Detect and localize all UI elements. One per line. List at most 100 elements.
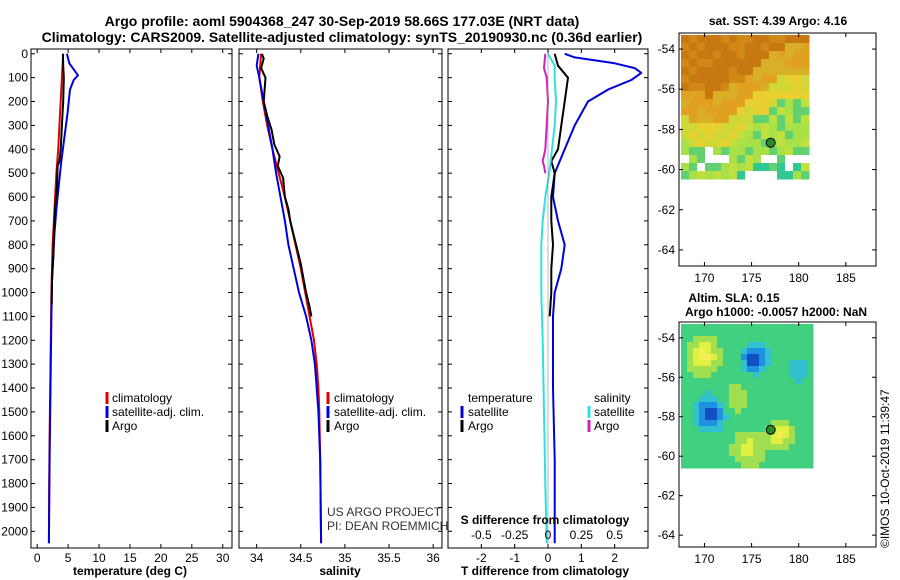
sst-cell: [705, 147, 714, 156]
sst-cell: [681, 139, 690, 148]
sla-cell: [723, 408, 730, 415]
sla-cell: [687, 420, 694, 427]
sla-cell: [681, 414, 688, 421]
legend-satellite-label: satellite-adj. clim.: [334, 405, 426, 419]
sla-cell: [795, 378, 802, 385]
sla-cell: [753, 378, 760, 385]
sla-cell: [801, 450, 808, 457]
sla-cell: [705, 324, 712, 331]
sla-cell: [771, 420, 778, 427]
sst-cell: [705, 107, 714, 116]
sla-cell: [741, 372, 748, 379]
sla-cell: [783, 372, 790, 379]
sla-cell: [681, 438, 688, 445]
sla-cell: [807, 450, 814, 457]
sla-cell: [741, 354, 748, 361]
sla-cell: [687, 378, 694, 385]
sla-cell: [735, 354, 742, 361]
sla-cell: [747, 372, 754, 379]
sla-cell: [765, 432, 772, 439]
sla-cell: [765, 372, 772, 379]
sla-cell: [735, 426, 742, 433]
sla-cell: [699, 360, 706, 367]
sst-cell: [785, 51, 794, 60]
x-tick-label: 10: [92, 551, 106, 565]
sst-cell: [689, 43, 698, 52]
sst-cell: [713, 67, 722, 76]
sla-cell: [729, 432, 736, 439]
sla-cell: [687, 390, 694, 397]
sla-cell: [765, 408, 772, 415]
sst-cell: [745, 115, 754, 124]
sst-cell: [705, 131, 714, 140]
sla-cell: [747, 456, 754, 463]
sla-cell: [801, 354, 808, 361]
sla-cell: [693, 462, 700, 469]
sla-cell: [681, 420, 688, 427]
sst-cell: [721, 131, 730, 140]
sla-cell: [699, 330, 706, 337]
depth-tick-label: 900: [8, 262, 28, 276]
sla-cell: [717, 384, 724, 391]
sla-cell: [795, 384, 802, 391]
sla-cell: [711, 414, 718, 421]
sla-cell: [735, 414, 742, 421]
sla-cell: [807, 378, 814, 385]
sst-cell: [721, 115, 730, 124]
sst-map-title: sat. SST: 4.39 Argo: 4.16: [709, 14, 848, 28]
sla-cell: [735, 402, 742, 409]
sla-cell: [807, 402, 814, 409]
sla-cell: [699, 420, 706, 427]
sla-cell: [783, 366, 790, 373]
sla-cell: [681, 360, 688, 367]
sla-cell: [765, 438, 772, 445]
sla-cell: [759, 324, 766, 331]
sla-cell: [699, 438, 706, 445]
sla-cell: [699, 384, 706, 391]
sla-cell: [699, 366, 706, 373]
sla-cell: [753, 414, 760, 421]
legend-salinity-heading: salinity: [594, 391, 631, 405]
legend-satellite-label: satellite-adj. clim.: [112, 405, 204, 419]
sst-cell: [801, 83, 810, 92]
sst-cell: [801, 67, 810, 76]
sla-cell: [765, 354, 772, 361]
sla-cell: [735, 462, 742, 469]
sla-cell: [783, 450, 790, 457]
sla-cell: [765, 324, 772, 331]
sla-cell: [759, 426, 766, 433]
sla-cell: [741, 402, 748, 409]
salinity-panel-frame: [238, 48, 443, 549]
sla-cell: [795, 372, 802, 379]
sla-cell: [801, 378, 808, 385]
sla-cell: [753, 348, 760, 355]
sla-cell: [777, 450, 784, 457]
sst-cell: [713, 51, 722, 60]
sla-cell: [801, 432, 808, 439]
sla-cell: [717, 330, 724, 337]
sla-cell: [795, 342, 802, 349]
sla-cell: [735, 348, 742, 355]
sla-cell: [783, 456, 790, 463]
sla-cell: [741, 330, 748, 337]
sla-cell: [681, 348, 688, 355]
sst-field-image: [681, 35, 810, 180]
sst-cell: [721, 107, 730, 116]
sla-cell: [807, 324, 814, 331]
sla-cell: [771, 444, 778, 451]
sst-map-ticks: -54 -56 -58 -60 -62 -64 170 175 180 185: [658, 33, 876, 285]
sla-cell: [717, 402, 724, 409]
sst-cell: [769, 131, 778, 140]
sla-cell: [723, 372, 730, 379]
sla-cell: [747, 384, 754, 391]
lon-tick-label: 170: [694, 552, 714, 566]
sla-cell: [705, 408, 712, 415]
sla-cell: [801, 408, 808, 415]
sla-cell: [735, 324, 742, 331]
sla-cell: [795, 336, 802, 343]
sla-cell: [729, 402, 736, 409]
sla-cell: [777, 390, 784, 397]
sla-cell: [777, 354, 784, 361]
sla-cell: [771, 354, 778, 361]
sst-cell: [801, 59, 810, 68]
